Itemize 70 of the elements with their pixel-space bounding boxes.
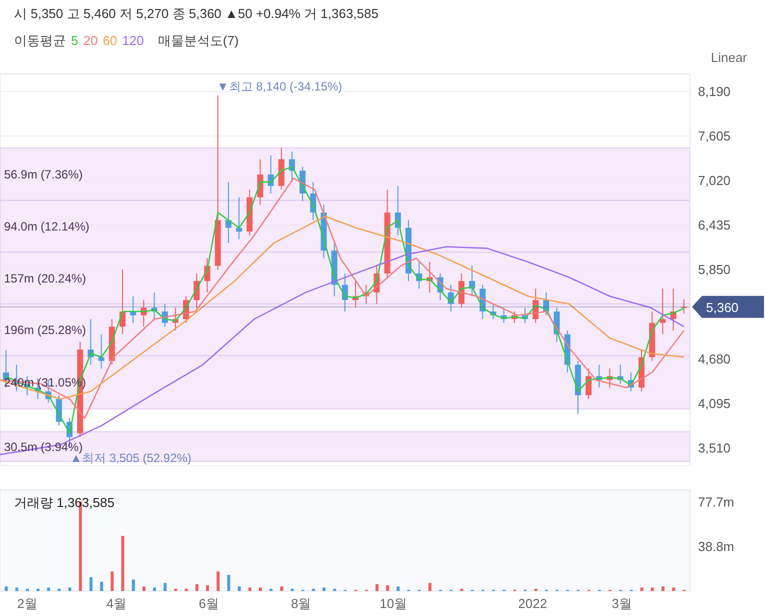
annotation: ▼최고 8,140 (-34.15%) xyxy=(216,79,342,94)
y-tick-label: 7,020 xyxy=(698,173,731,188)
bar xyxy=(238,586,241,591)
y-tick-label: 4,095 xyxy=(698,396,731,411)
x-tick-label: 10월 xyxy=(380,596,408,612)
text: 120 xyxy=(122,32,144,50)
bar xyxy=(121,536,124,591)
bar xyxy=(650,588,654,591)
x-tick-label: 2022 xyxy=(518,596,548,612)
legend-title: 이동평균 xyxy=(14,32,66,50)
y-tick-label: 6,435 xyxy=(698,218,731,233)
bar xyxy=(661,586,664,591)
y-tick-label: 77.7m xyxy=(698,494,734,510)
candlestick xyxy=(98,334,104,370)
x-tick-label: 8월 xyxy=(291,596,312,612)
y-tick-label: 4,680 xyxy=(698,351,731,366)
y-tick-label: 38.8m xyxy=(698,539,734,554)
bar xyxy=(386,585,390,591)
bar xyxy=(142,586,146,591)
bar xyxy=(672,588,676,591)
candlestick xyxy=(236,196,242,240)
bar xyxy=(396,586,400,591)
text: 60 xyxy=(102,32,118,50)
bar xyxy=(428,582,432,591)
bar xyxy=(164,582,167,591)
bar xyxy=(375,584,378,591)
text: 20 xyxy=(83,32,98,50)
bar xyxy=(89,577,92,591)
x-tick-label: 4월 xyxy=(106,596,127,612)
x-tick-label: 6월 xyxy=(198,596,219,612)
text: Linear xyxy=(710,49,747,67)
y-tick-label: 8,190 xyxy=(698,84,731,100)
bar xyxy=(322,588,326,591)
y-tick-label: 5,850 xyxy=(698,262,731,278)
annotation: ▲최저 3,505 (52.92%) xyxy=(70,451,192,466)
bar xyxy=(100,582,104,591)
bar xyxy=(68,588,72,591)
bar xyxy=(47,588,50,591)
candlestick xyxy=(660,288,666,335)
bar xyxy=(15,588,18,591)
bar xyxy=(4,586,8,591)
bar xyxy=(280,586,284,591)
chart-title: 시 5,350 고 5,460 저 5,270 종 5,360 ▲50 +0.94% 거 1,363,585 xyxy=(13,5,380,23)
bar xyxy=(248,588,252,591)
text: 5 xyxy=(71,32,78,50)
y-tick-label: 7,605 xyxy=(698,128,731,144)
band-label: 157m (20.24%) xyxy=(4,271,86,286)
bar xyxy=(195,584,198,591)
band-label: 56.9m (7.36%) xyxy=(4,167,83,182)
bar xyxy=(258,588,262,591)
candlestick xyxy=(680,298,687,314)
band-label: 94.0m (12.14%) xyxy=(4,219,90,234)
y-tick-label: 3,510 xyxy=(698,440,731,456)
bar xyxy=(227,574,230,591)
bar xyxy=(640,588,644,591)
band-label: 30.5m (3.94%) xyxy=(4,440,83,454)
chart-title: 거래량 1,363,585 xyxy=(14,494,114,512)
candlestick xyxy=(225,182,232,244)
bar xyxy=(206,585,210,591)
x-tick-label: 3월 xyxy=(612,596,632,612)
text: 매물분석도(7) xyxy=(158,32,239,50)
ref-line-label: 5,360 xyxy=(706,300,739,315)
candlestick xyxy=(586,368,592,400)
bar xyxy=(132,580,135,591)
bar xyxy=(216,571,220,591)
bar xyxy=(153,588,156,591)
x-tick-label: 2월 xyxy=(17,596,38,612)
bar xyxy=(110,571,114,591)
candlestick xyxy=(130,296,136,324)
band-label: 196m (25.28%) xyxy=(4,323,86,338)
